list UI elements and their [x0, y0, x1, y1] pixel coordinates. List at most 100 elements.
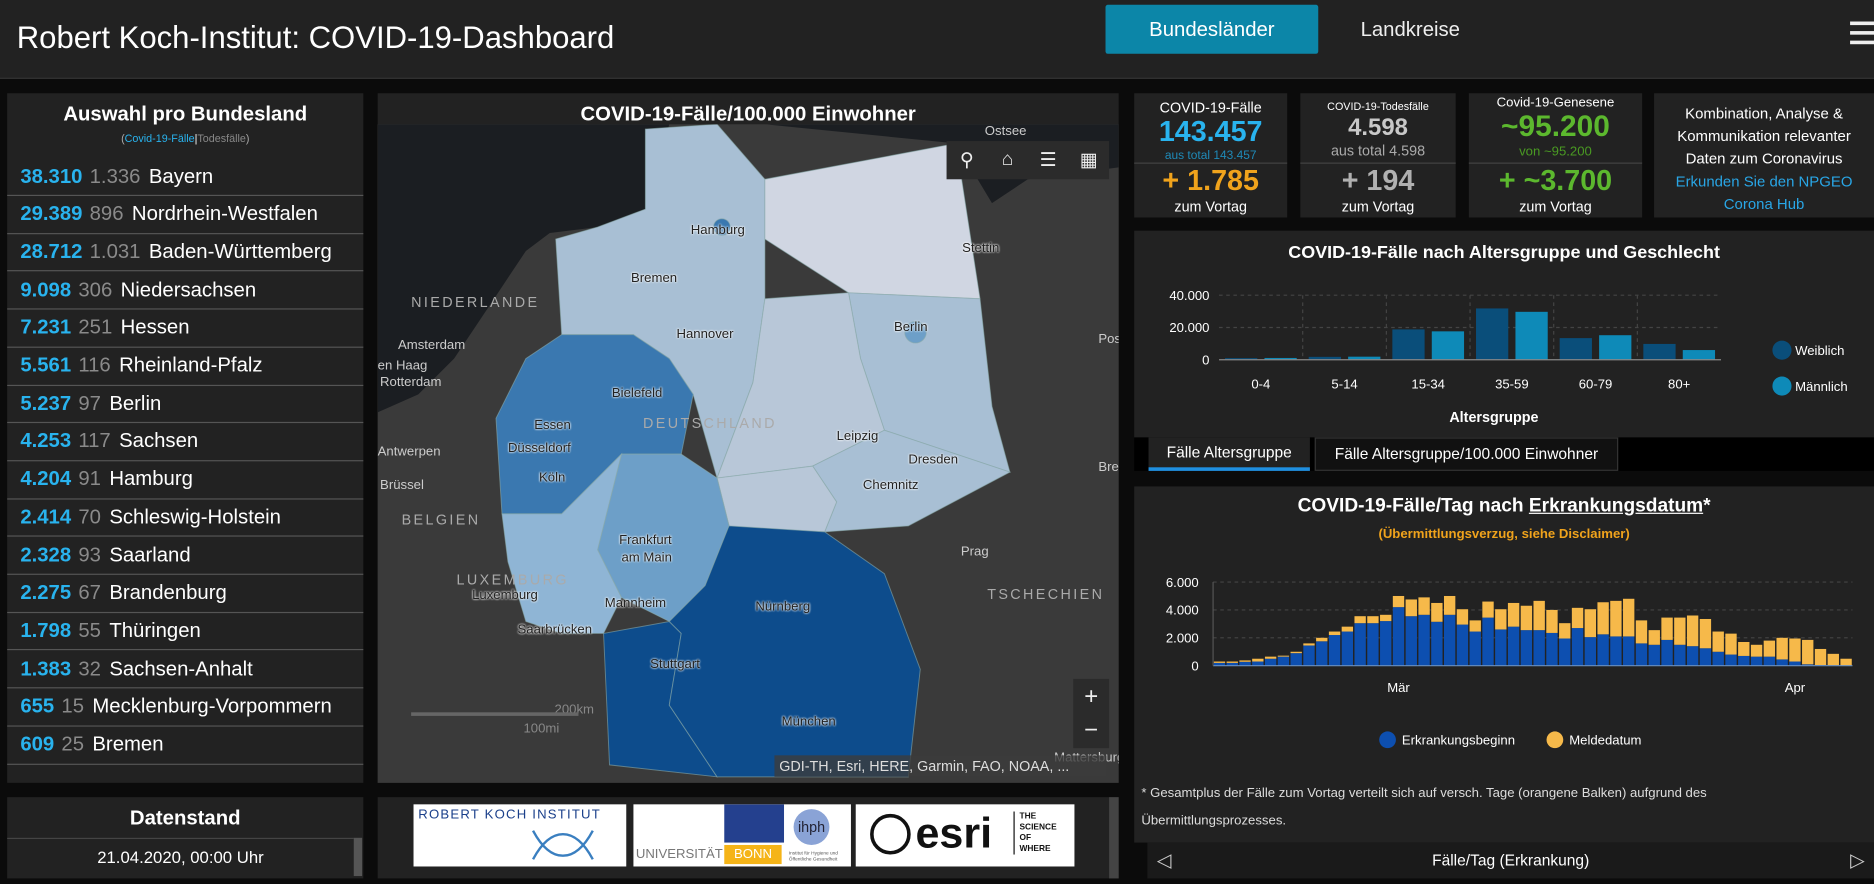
rki-logo: ROBERT KOCH INSTITUT — [413, 804, 627, 867]
logos-panel: ROBERT KOCH INSTITUT UNIVERSITÄT BONN ih… — [377, 797, 1119, 879]
tab-faelle-altersgruppe[interactable]: Fälle Altersgruppe — [1148, 437, 1310, 471]
tab-bundeslaender[interactable]: Bundesländer — [1105, 4, 1319, 54]
age-chart: 0 20.000 40.000 0-4 5-14 15-34 35-59 60-79 80+ Al… — [1169, 288, 1847, 426]
paren: ( — [121, 132, 125, 145]
bar-meldedatum — [1264, 656, 1277, 659]
uni-bonn-mark — [724, 804, 785, 843]
bundesland-row[interactable]: 4.253 117 Sachsen — [7, 423, 364, 462]
cases-value: 4.204 — [20, 467, 72, 491]
home-icon[interactable]: ⌂ — [1001, 149, 1014, 170]
legend-list-icon[interactable]: ☰ — [1039, 150, 1057, 171]
sea-north — [377, 124, 670, 413]
bar-meldedatum — [1840, 658, 1852, 666]
map-label: München — [781, 714, 836, 730]
tab-landkreise[interactable]: Landkreise — [1360, 17, 1460, 41]
map-view[interactable]: Ostsee Hamburg Stettin Bremen NIEDERLANDE Ber… — [377, 124, 1119, 783]
deaths-value: 70 — [78, 505, 101, 529]
prev-arrow-icon[interactable]: ◁ — [1156, 850, 1172, 872]
map-label: Brüssel — [380, 478, 424, 493]
tab-faelle-altersgruppe-100k[interactable]: Fälle Altersgruppe/100.000 Einwohner — [1314, 437, 1619, 471]
bar-erkrankungsbeginn — [1290, 653, 1302, 666]
bundesland-row[interactable]: 5.237 97 Berlin — [7, 385, 364, 424]
region-berlin[interactable] — [904, 321, 927, 344]
bundesland-row[interactable]: 1.798 55 Thüringen — [7, 612, 364, 651]
map-label: Pos — [1098, 332, 1118, 347]
bar-meldedatum — [1431, 602, 1443, 622]
basemap-gallery-icon[interactable]: ▦ — [1079, 150, 1098, 171]
app-title: Robert Koch-Institut: COVID-19-Dashboard — [16, 19, 615, 55]
bundesland-row[interactable]: 2.414 70 Schleswig-Holstein — [7, 499, 364, 537]
cases-value: 4.253 — [20, 429, 72, 453]
map-label: Bremen — [631, 271, 678, 286]
bundesland-row[interactable]: 5.561 116 Rheinland-Pfalz — [7, 347, 364, 386]
germany-map[interactable] — [377, 124, 1119, 783]
bundesland-row[interactable]: 2.328 93 Saarland — [7, 537, 364, 575]
map-label: Nürnberg — [755, 599, 811, 615]
bar-erkrankungsbeginn — [1239, 661, 1251, 666]
bar-meldedatum — [1789, 638, 1801, 662]
bar-meldedatum — [1316, 637, 1328, 642]
map-label: Köln — [539, 470, 566, 486]
zoom-out-button[interactable]: − — [1084, 716, 1099, 743]
y-tick-label: 0 — [1202, 353, 1209, 368]
npgeo-link[interactable]: Erkunden Sie den NPGEO — [1675, 173, 1853, 191]
scrollbar[interactable] — [353, 837, 363, 877]
region-rheinland-pfalz[interactable] — [501, 452, 623, 634]
bar-erkrankungsbeginn — [1482, 617, 1494, 666]
bar-meldedatum — [1686, 615, 1699, 647]
bar-meldedatum — [1571, 607, 1584, 629]
zoom-in-button[interactable]: + — [1084, 683, 1099, 710]
bundesland-row[interactable]: 38.310 1.336 Bayern — [7, 158, 364, 197]
kpi-deaths: COVID-19-Todesfälle 4.598 aus total 4.59… — [1300, 93, 1456, 218]
deaths-value: 251 — [78, 315, 113, 339]
hamburger-menu-icon[interactable] — [1850, 21, 1874, 46]
bundesland-row[interactable]: 7.231 251 Hessen — [7, 309, 364, 348]
bundesland-row[interactable]: 2.275 67 Brandenburg — [7, 574, 364, 613]
map-label: Rotterdam — [380, 375, 442, 390]
bundesland-row[interactable]: 609 25 Bremen — [7, 726, 364, 765]
x-tick-label: 15-34 — [1411, 376, 1445, 391]
map-label: Dresden — [908, 452, 959, 468]
y-tick-label: 2.000 — [1166, 631, 1199, 646]
bundesland-row[interactable]: 1.383 32 Sachsen-Anhalt — [7, 650, 364, 689]
bundesland-row[interactable]: 29.389 896 Nordrhein-Westfalen — [7, 196, 364, 234]
kpi-label: Covid-19-Genesene — [1496, 95, 1615, 110]
bundesland-row[interactable]: 655 15 Mecklenburg-Vorpommern — [7, 688, 364, 727]
info-line: Daten zum Coronavirus — [1685, 150, 1843, 168]
bar-männlich — [1348, 356, 1381, 360]
bar-erkrankungsbeginn — [1367, 623, 1379, 666]
region-bayern[interactable] — [668, 525, 921, 778]
legend-label: Meldedatum — [1569, 733, 1641, 748]
bundesland-row[interactable]: 28.712 1.031 Baden-Württemberg — [7, 234, 364, 272]
bar-meldedatum — [1354, 616, 1366, 624]
title-part: COVID-19-Fälle/Tag nach — [1297, 495, 1529, 517]
title-link[interactable]: Erkrankungsdatum — [1528, 495, 1704, 517]
rki-dna-icon — [531, 830, 594, 860]
deaths-value: 15 — [61, 694, 85, 718]
daily-chart: 0 2.000 4.000 6.000 Mär Apr Erkrankungsbeginn M… — [1166, 575, 1853, 749]
age-chart-tabs: Fälle Altersgruppe Fälle Altersgruppe/10… — [1134, 437, 1874, 471]
map-label: en Haag — [377, 358, 428, 373]
bar-erkrankungsbeginn — [1763, 656, 1776, 666]
divider — [1300, 162, 1456, 164]
map-attribution: GDI-TH, Esri, HERE, Garmin, FAO, NOAA, .… — [774, 755, 1107, 777]
npgeo-link[interactable]: Corona Hub — [1723, 196, 1805, 213]
map-label: Bre — [1098, 460, 1119, 475]
state-name: Bremen — [92, 732, 164, 756]
region-hamburg[interactable] — [713, 218, 731, 236]
next-arrow-icon[interactable]: ▷ — [1850, 850, 1865, 872]
bar-erkrankungsbeginn — [1738, 655, 1750, 666]
deaths-value: 93 — [78, 543, 101, 566]
bundesland-row[interactable]: 4.204 91 Hamburg — [7, 461, 364, 500]
legend-sep: | — [194, 132, 198, 145]
scrollbar[interactable] — [1109, 797, 1119, 879]
bar-meldedatum — [1367, 616, 1379, 624]
bundesland-row[interactable]: 9.098 306 Niedersachsen — [7, 271, 364, 310]
bar-männlich — [1515, 311, 1548, 360]
bar-meldedatum — [1674, 617, 1686, 645]
deaths-value: 1.031 — [89, 240, 141, 263]
search-icon[interactable]: ⚲ — [959, 150, 974, 171]
map-label: Hamburg — [690, 223, 745, 238]
bar-meldedatum — [1763, 640, 1776, 657]
